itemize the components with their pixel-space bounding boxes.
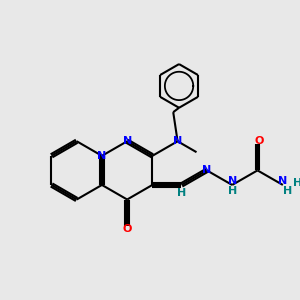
Text: O: O — [122, 224, 132, 234]
Text: O: O — [254, 136, 264, 146]
Text: N: N — [122, 136, 132, 146]
Text: N: N — [173, 136, 182, 146]
Text: H: H — [284, 186, 293, 196]
Text: H: H — [293, 178, 300, 188]
Text: H: H — [227, 186, 237, 196]
Text: N: N — [97, 151, 106, 161]
Text: H: H — [177, 188, 186, 198]
Text: N: N — [202, 165, 212, 176]
Text: N: N — [278, 176, 287, 186]
Text: N: N — [227, 176, 237, 186]
